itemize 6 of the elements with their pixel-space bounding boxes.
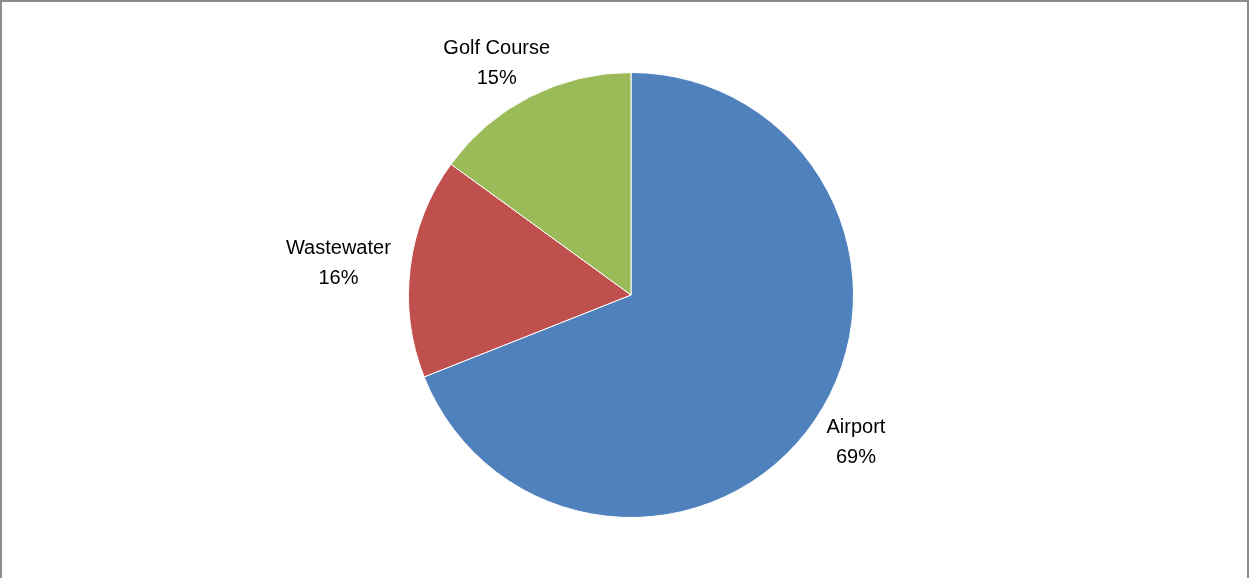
data-label: 16% [318,265,359,288]
slice-label: Wastewater [285,235,392,258]
slice-label: Golf Course [443,36,551,59]
data-label: 15% [476,66,517,89]
slice-label: Airport [826,414,886,437]
data-label: 69% [835,444,877,467]
